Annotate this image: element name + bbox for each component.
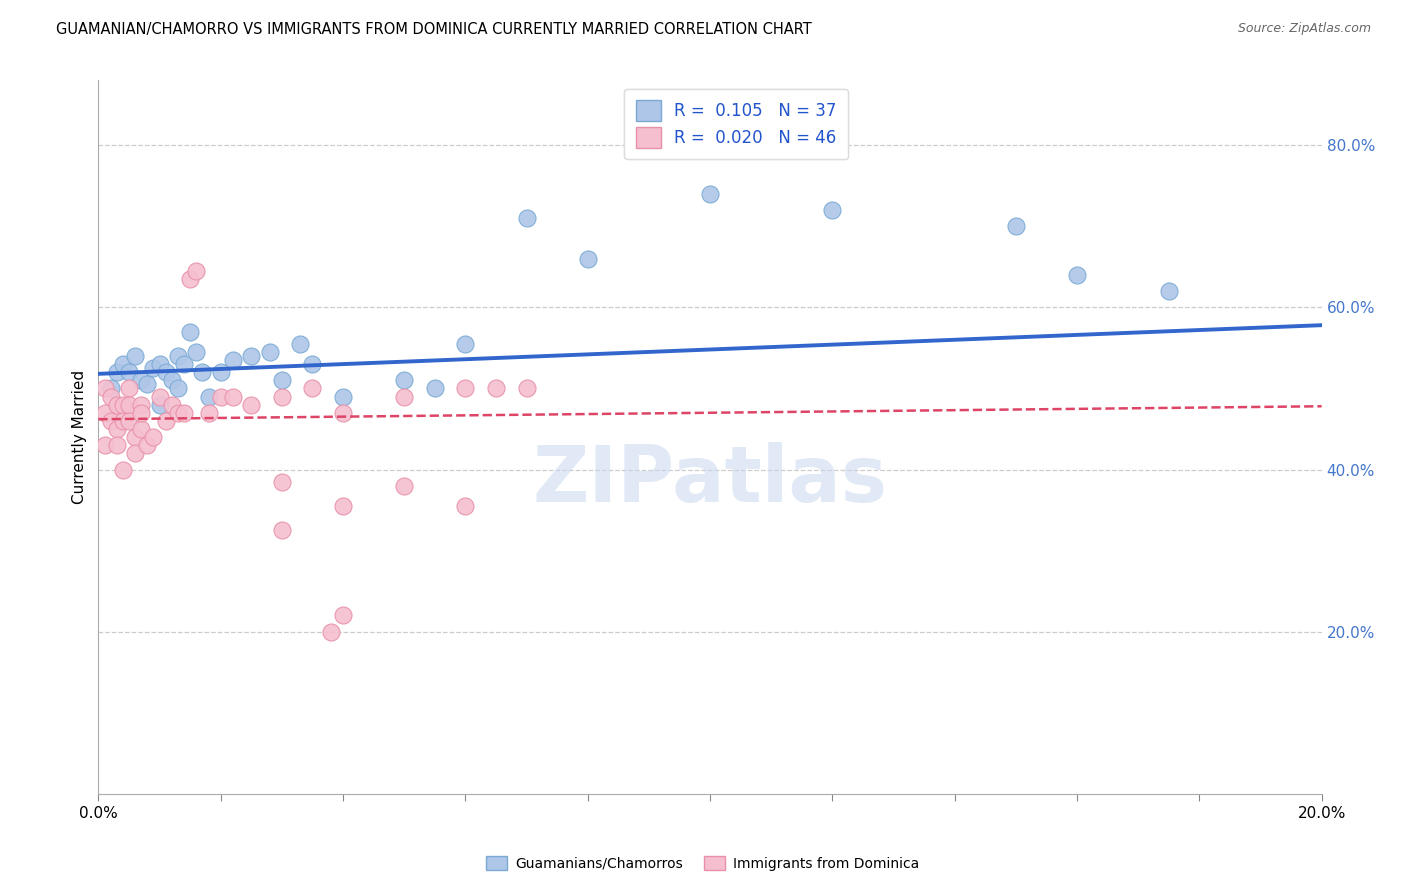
Point — [142, 361, 165, 376]
Point — [516, 381, 538, 395]
Point — [111, 462, 134, 476]
Legend: Guamanians/Chamorros, Immigrants from Dominica: Guamanians/Chamorros, Immigrants from Do… — [481, 850, 925, 876]
Point — [301, 357, 323, 371]
Point — [392, 390, 416, 404]
Point — [93, 406, 115, 420]
Legend: R =  0.105   N = 37, R =  0.020   N = 46: R = 0.105 N = 37, R = 0.020 N = 46 — [624, 88, 848, 160]
Point — [179, 272, 201, 286]
Point — [576, 252, 599, 266]
Point — [93, 381, 115, 395]
Point — [167, 349, 190, 363]
Point — [167, 381, 190, 395]
Point — [173, 406, 195, 420]
Point — [516, 211, 538, 226]
Point — [222, 353, 245, 368]
Point — [186, 264, 208, 278]
Point — [111, 357, 134, 371]
Point — [454, 381, 477, 395]
Point — [332, 390, 354, 404]
Point — [129, 373, 152, 387]
Point — [1157, 284, 1180, 298]
Point — [118, 398, 141, 412]
Point — [124, 446, 146, 460]
Y-axis label: Currently Married: Currently Married — [72, 370, 87, 504]
Text: GUAMANIAN/CHAMORRO VS IMMIGRANTS FROM DOMINICA CURRENTLY MARRIED CORRELATION CHA: GUAMANIAN/CHAMORRO VS IMMIGRANTS FROM DO… — [56, 22, 813, 37]
Point — [240, 398, 263, 412]
Point — [270, 475, 292, 489]
Point — [149, 357, 172, 371]
Point — [129, 398, 152, 412]
Point — [118, 414, 141, 428]
Point — [1004, 219, 1026, 234]
Point — [149, 398, 172, 412]
Point — [209, 390, 232, 404]
Point — [160, 398, 183, 412]
Point — [454, 499, 477, 513]
Point — [118, 381, 141, 395]
Point — [129, 406, 152, 420]
Point — [142, 430, 165, 444]
Point — [259, 345, 281, 359]
Point — [332, 608, 354, 623]
Point — [222, 390, 245, 404]
Point — [485, 381, 508, 395]
Point — [160, 373, 183, 387]
Point — [167, 406, 190, 420]
Point — [179, 325, 201, 339]
Point — [454, 336, 477, 351]
Point — [270, 373, 292, 387]
Point — [699, 186, 721, 201]
Point — [136, 377, 159, 392]
Text: Source: ZipAtlas.com: Source: ZipAtlas.com — [1237, 22, 1371, 36]
Point — [124, 349, 146, 363]
Point — [124, 430, 146, 444]
Point — [270, 524, 292, 538]
Point — [118, 365, 141, 379]
Point — [240, 349, 263, 363]
Point — [149, 390, 172, 404]
Point — [93, 438, 115, 452]
Point — [105, 438, 128, 452]
Point — [173, 357, 195, 371]
Point — [105, 398, 128, 412]
Point — [319, 624, 342, 639]
Point — [392, 479, 416, 493]
Point — [100, 381, 122, 395]
Point — [209, 365, 232, 379]
Point — [270, 390, 292, 404]
Point — [105, 422, 128, 436]
Point — [1066, 268, 1088, 282]
Point — [155, 414, 177, 428]
Text: ZIPatlas: ZIPatlas — [533, 442, 887, 518]
Point — [290, 336, 312, 351]
Point — [136, 438, 159, 452]
Point — [100, 414, 122, 428]
Point — [423, 381, 446, 395]
Point — [332, 499, 354, 513]
Point — [100, 390, 122, 404]
Point — [301, 381, 323, 395]
Point — [111, 398, 134, 412]
Point — [197, 390, 219, 404]
Point — [392, 373, 416, 387]
Point — [821, 202, 844, 217]
Point — [111, 414, 134, 428]
Point — [129, 422, 152, 436]
Point — [332, 406, 354, 420]
Point — [155, 365, 177, 379]
Point — [191, 365, 214, 379]
Point — [105, 365, 128, 379]
Point — [197, 406, 219, 420]
Point — [186, 345, 208, 359]
